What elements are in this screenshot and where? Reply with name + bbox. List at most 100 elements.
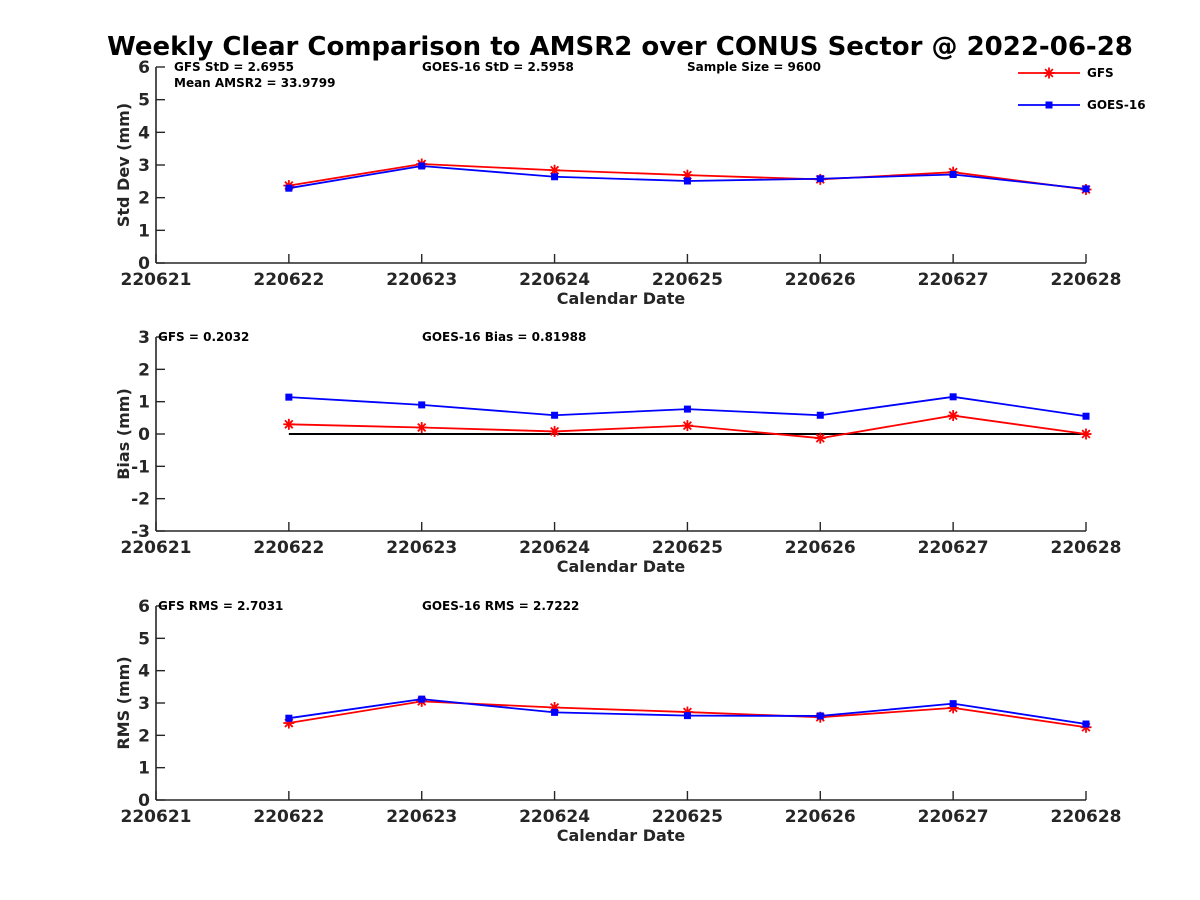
x-tick-label: 220626 xyxy=(785,807,856,827)
y-tick-label: 2 xyxy=(138,189,150,209)
stat-annotation: GFS RMS = 2.7031 xyxy=(158,599,283,613)
y-tick-label: 3 xyxy=(138,694,150,714)
stat-annotation: GOES-16 Bias = 0.81988 xyxy=(422,330,586,344)
x-tick-label: 220624 xyxy=(519,270,590,290)
x-tick-label: 220628 xyxy=(1051,807,1122,827)
x-tick-label: 220621 xyxy=(121,538,192,558)
y-tick-label: 0 xyxy=(138,425,150,445)
legend-label: GOES-16 xyxy=(1087,98,1146,112)
y-tick-label: 1 xyxy=(138,221,150,241)
x-tick-label: 220621 xyxy=(121,807,192,827)
panels: 220621 220622 220623 220624 220625 220626 2206… xyxy=(114,58,1121,845)
panel-3: 220621 220622 220623 220624 220625 220626 2206… xyxy=(114,597,1121,845)
series-goes-16 xyxy=(285,162,1090,193)
x-tick-label: 220627 xyxy=(918,538,989,558)
data-point xyxy=(551,708,559,716)
y-tick-label: 2 xyxy=(138,726,150,746)
data-point xyxy=(949,700,957,708)
data-point xyxy=(418,162,426,170)
x-tick-label: 220622 xyxy=(253,807,324,827)
data-point xyxy=(418,695,426,703)
y-axis-label: Std Dev (mm) xyxy=(114,103,133,227)
x-tick-label: 220623 xyxy=(386,538,457,558)
y-tick-label: 3 xyxy=(138,328,150,348)
data-point xyxy=(285,393,293,401)
y-tick-label: -3 xyxy=(131,522,150,542)
y-axis-label: Bias (mm) xyxy=(114,388,133,480)
y-tick-label: -1 xyxy=(131,457,150,477)
y-tick-label: 4 xyxy=(138,662,150,682)
y-tick-label: 6 xyxy=(138,58,150,78)
y-tick-label: 0 xyxy=(138,791,150,811)
y-tick-label: 3 xyxy=(138,156,150,176)
data-point xyxy=(1082,720,1090,728)
data-point xyxy=(416,422,428,434)
data-point xyxy=(285,184,293,192)
data-point xyxy=(681,420,693,432)
x-tick-label: 220625 xyxy=(652,807,723,827)
legend-marker xyxy=(1045,101,1053,109)
x-tick-label: 220623 xyxy=(386,807,457,827)
y-tick-label: 5 xyxy=(138,629,150,649)
legend-label: GFS xyxy=(1087,66,1114,80)
y-tick-label: 2 xyxy=(138,360,150,380)
stat-annotation: GOES-16 StD = 2.5958 xyxy=(422,60,574,74)
data-point xyxy=(551,173,559,181)
data-point xyxy=(947,410,959,422)
stat-annotation: Mean AMSR2 = 33.9799 xyxy=(174,76,335,90)
data-point xyxy=(816,175,824,183)
x-tick-label: 220627 xyxy=(918,807,989,827)
x-tick-label: 220627 xyxy=(918,270,989,290)
data-point xyxy=(683,712,691,720)
x-tick-label: 220625 xyxy=(652,538,723,558)
panel-1: 220621 220622 220623 220624 220625 220626 2206… xyxy=(114,58,1121,308)
x-tick-label: 220623 xyxy=(386,270,457,290)
x-tick-label: 220624 xyxy=(519,807,590,827)
stat-annotation: GOES-16 RMS = 2.7222 xyxy=(422,599,579,613)
data-point xyxy=(814,432,826,444)
data-point xyxy=(285,714,293,722)
data-point xyxy=(949,170,957,178)
y-tick-label: 1 xyxy=(138,759,150,779)
series-goes-16 xyxy=(285,393,1090,420)
data-point xyxy=(283,418,295,430)
x-axis-label: Calendar Date xyxy=(557,289,686,308)
x-tick-label: 220626 xyxy=(785,270,856,290)
data-point xyxy=(1082,185,1090,193)
y-tick-label: 1 xyxy=(138,393,150,413)
x-tick-label: 220624 xyxy=(519,538,590,558)
chart-title: Weekly Clear Comparison to AMSR2 over CO… xyxy=(107,32,1133,62)
x-tick-label: 220622 xyxy=(253,270,324,290)
data-point xyxy=(683,177,691,185)
y-tick-label: 4 xyxy=(138,123,150,143)
y-tick-label: 6 xyxy=(138,597,150,617)
data-point xyxy=(816,411,824,419)
x-axis-label: Calendar Date xyxy=(557,557,686,576)
legend: GFS GOES-16 xyxy=(1018,66,1146,112)
data-point xyxy=(683,405,691,413)
x-tick-label: 220626 xyxy=(785,538,856,558)
series-gfs xyxy=(283,410,1092,444)
legend-marker xyxy=(1043,67,1055,79)
y-axis-label: RMS (mm) xyxy=(114,656,133,749)
stat-annotation: Sample Size = 9600 xyxy=(687,60,821,74)
data-point xyxy=(1080,428,1092,440)
x-tick-label: 220628 xyxy=(1051,270,1122,290)
x-tick-label: 220625 xyxy=(652,270,723,290)
y-tick-label: 0 xyxy=(138,254,150,274)
data-point xyxy=(816,712,824,720)
y-tick-label: -2 xyxy=(131,490,150,510)
data-point xyxy=(1082,412,1090,420)
data-point xyxy=(949,393,957,401)
series-goes-16 xyxy=(285,695,1090,728)
data-point xyxy=(549,425,561,437)
legend-entry-goes-16: GOES-16 xyxy=(1018,98,1146,112)
data-point xyxy=(418,401,426,409)
stat-annotation: GFS = 0.2032 xyxy=(158,330,249,344)
x-tick-label: 220622 xyxy=(253,538,324,558)
legend-entry-gfs: GFS xyxy=(1018,66,1114,80)
stat-annotation: GFS StD = 2.6955 xyxy=(174,60,294,74)
y-tick-label: 5 xyxy=(138,91,150,111)
